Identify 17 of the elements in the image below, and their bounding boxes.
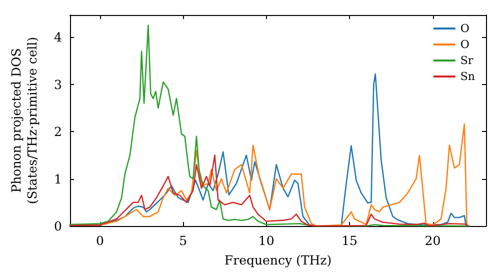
legend-label: O (460, 22, 470, 35)
y-axis-title: Phonon projected DOS (States/THz·primitive cell) (8, 36, 40, 204)
x-tick-label: 0 (96, 233, 104, 248)
y-tick-label: 0 (54, 218, 62, 234)
x-tick-label: 20 (424, 233, 441, 248)
legend-label: Sr (460, 54, 474, 67)
y-tick-label: 1 (54, 171, 62, 186)
x-axis-title: Frequency (THz) (224, 252, 332, 268)
x-tick-label: 5 (179, 233, 188, 248)
y-tick-label: 2 (54, 124, 62, 140)
legend-label: Sn (460, 70, 476, 83)
x-tick-label: 10 (258, 233, 274, 248)
line-series (69, 154, 468, 227)
y-tick-label: 4 (54, 30, 62, 45)
x-tick-label: 15 (342, 233, 358, 248)
y-tick-label: 3 (54, 76, 62, 92)
legend-label: O (460, 38, 470, 51)
